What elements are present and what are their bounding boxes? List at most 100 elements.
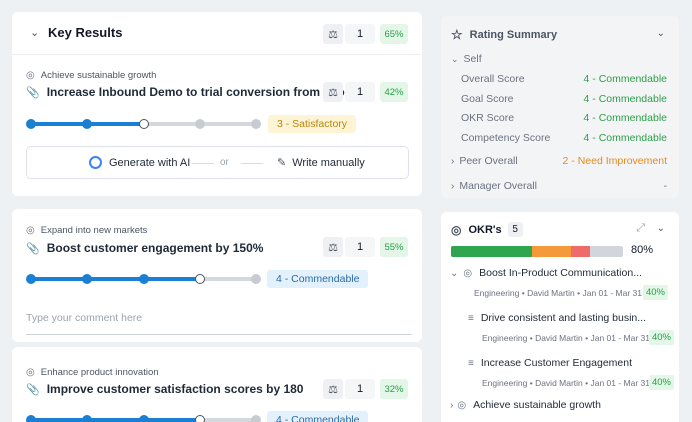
- divider: [192, 163, 214, 164]
- rating-step-1[interactable]: [26, 274, 36, 284]
- target-icon: ◎: [457, 399, 467, 411]
- chevron-down-icon: ⌄: [451, 54, 459, 64]
- comment-input[interactable]: Type your comment here: [26, 311, 412, 335]
- target-icon: ◎: [26, 367, 35, 378]
- okr-item[interactable]: ≡ Drive consistent and lasting busin...: [468, 312, 647, 324]
- objective-label: ◎ Enhance product innovation: [26, 367, 159, 378]
- rating-step-2[interactable]: [82, 274, 93, 284]
- key-result-title[interactable]: 📎 Increase Inbound Demo to trial convers…: [26, 85, 365, 99]
- okr-item[interactable]: ⌄ ◎ Boost In-Product Communication...: [450, 267, 642, 279]
- rating-step-4[interactable]: [194, 119, 205, 129]
- paperclip-icon: 📎: [26, 383, 40, 396]
- target-icon: ◎: [26, 70, 35, 81]
- okr-item-meta: Engineering • David Martin • Jan 01 - Ma…: [474, 288, 643, 298]
- okr-item-meta: Engineering • David Martin • Jan 01 - Ma…: [482, 378, 651, 388]
- objective-label: ◎ Achieve sustainable growth: [26, 70, 157, 81]
- key-results-header: ⌄ Key Results ⚖ 1 65%: [12, 12, 422, 55]
- okr-item[interactable]: › ◎ Achieve sustainable growth: [450, 399, 601, 411]
- divider: [241, 163, 263, 164]
- okr-progress-segment: [451, 246, 532, 257]
- key-result-percent: 32%: [380, 379, 408, 399]
- target-icon: ◎: [26, 225, 35, 236]
- okr-item-percent: 40%: [643, 285, 668, 300]
- ai-icon: [89, 156, 102, 169]
- chevron-right-icon: ›: [451, 181, 455, 192]
- rating-badge: 4 - Commendable: [267, 270, 369, 288]
- rating-step-2[interactable]: [82, 119, 93, 129]
- rating-slider[interactable]: [26, 119, 261, 129]
- manager-overall-toggle[interactable]: › Manager Overall: [451, 180, 537, 192]
- competency-score-label: Competency Score: [461, 132, 551, 144]
- chevron-down-icon: ⌄: [450, 267, 459, 279]
- expand-icon[interactable]: ⤢: [636, 222, 645, 234]
- okr-item-percent: 40%: [649, 330, 674, 345]
- or-label: or: [220, 157, 229, 168]
- okr-progress-segment: [571, 246, 591, 257]
- manager-overall-value: -: [663, 180, 668, 192]
- rating-step-3[interactable]: [138, 119, 149, 129]
- rating-slider[interactable]: [26, 415, 261, 422]
- paperclip-icon: 📎: [26, 242, 40, 255]
- target-icon: ◎: [463, 267, 473, 279]
- okr-score-value: 4 - Commendable: [583, 112, 667, 124]
- self-section-toggle[interactable]: ⌄ Self: [451, 53, 482, 65]
- key-result-count: 1: [345, 82, 375, 102]
- rating-step-4[interactable]: [194, 274, 205, 284]
- chevron-down-icon[interactable]: ⌄: [656, 223, 665, 234]
- key-result-title[interactable]: 📎 Improve customer satisfaction scores b…: [26, 382, 304, 396]
- chevron-right-icon: ›: [451, 156, 455, 167]
- rating-step-5[interactable]: [251, 274, 261, 284]
- overall-score-label: Overall Score: [461, 73, 525, 85]
- objective-label: ◎ Expand into new markets: [26, 225, 148, 236]
- generate-with-ai-button[interactable]: Generate with AI: [89, 156, 190, 169]
- okrs-count: 5: [507, 222, 523, 237]
- rating-step-5[interactable]: [251, 415, 261, 422]
- rating-step-1[interactable]: [26, 119, 36, 129]
- goal-score-value: 4 - Commendable: [583, 93, 667, 105]
- rating-step-1[interactable]: [26, 415, 36, 422]
- key-result-count: 1: [345, 379, 375, 399]
- key-result-count: 1: [345, 237, 375, 257]
- list-icon: ≡: [468, 357, 474, 369]
- scale-icon[interactable]: ⚖: [323, 379, 343, 399]
- rating-slider[interactable]: [26, 274, 261, 284]
- rating-step-3[interactable]: [138, 274, 149, 284]
- rating-badge: 4 - Commendable: [267, 411, 369, 422]
- rating-badge: 3 - Satisfactory: [268, 115, 357, 133]
- key-results-card-1: ⌄ Key Results ⚖ 1 65% ◎ Achieve sustaina…: [12, 12, 422, 196]
- chevron-down-icon[interactable]: ⌄: [656, 28, 665, 39]
- okr-score-label: OKR Score: [461, 112, 515, 124]
- rating-step-4[interactable]: [194, 415, 205, 422]
- okr-progress-percent: 80%: [631, 244, 654, 256]
- key-results-percent: 65%: [380, 24, 408, 44]
- okr-progress-segment: [531, 246, 572, 257]
- scale-icon[interactable]: ⚖: [323, 24, 343, 44]
- key-result-title[interactable]: 📎 Boost customer engagement by 150%: [26, 241, 264, 255]
- okrs-header: ◎ OKR's 5: [451, 222, 523, 237]
- write-manually-button[interactable]: ✎ Write manually: [277, 156, 365, 170]
- list-icon: ≡: [468, 312, 474, 324]
- okr-item[interactable]: ≡ Increase Customer Engagement: [468, 357, 633, 369]
- chevron-down-icon[interactable]: ⌄: [30, 27, 40, 39]
- key-results-title: Key Results: [48, 25, 123, 40]
- key-results-panel: ⌄ Key Results ⚖ 1 65% ◎ Achieve sustaina…: [12, 12, 422, 422]
- ai-input-box: Generate with AI or ✎ Write manually: [26, 146, 409, 179]
- rating-step-2[interactable]: [82, 415, 93, 422]
- pencil-icon: ✎: [277, 157, 287, 169]
- key-result-percent: 55%: [380, 237, 408, 257]
- rating-summary-card: ☆ Rating Summary ⌄ ⌄ Self Overall Score 4…: [441, 16, 679, 198]
- okr-item-meta: Engineering • David Martin • Jan 01 - Ma…: [482, 333, 651, 343]
- chevron-right-icon: ›: [450, 399, 454, 411]
- scale-icon[interactable]: ⚖: [323, 82, 343, 102]
- rating-step-3[interactable]: [138, 415, 149, 422]
- key-results-count: 1: [345, 24, 375, 44]
- competency-score-value: 4 - Commendable: [583, 132, 667, 144]
- okrs-card: ◎ OKR's 5 ⤢ ⌄ 80% ⌄ ◎ Boost In-Product C…: [441, 212, 679, 422]
- target-icon: ◎: [451, 222, 462, 237]
- rating-step-5[interactable]: [251, 119, 261, 129]
- overall-score-value: 4 - Commendable: [583, 73, 667, 85]
- peer-overall-toggle[interactable]: › Peer Overall: [451, 155, 518, 167]
- paperclip-icon: 📎: [26, 86, 40, 99]
- key-results-card-2: ◎ Expand into new markets 📎 Boost custom…: [12, 209, 422, 342]
- scale-icon[interactable]: ⚖: [323, 237, 343, 257]
